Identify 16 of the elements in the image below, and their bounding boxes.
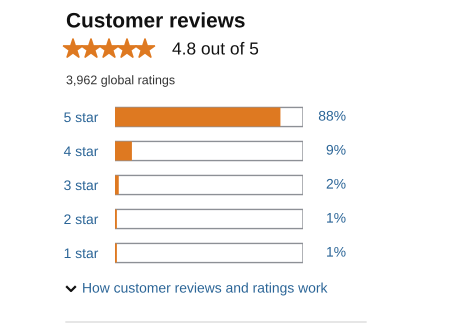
data-label: 9% [326, 144, 346, 155]
data-label: 1% [327, 212, 346, 223]
data-label: 88% [318, 110, 346, 121]
y-tick-label: 1 star [64, 248, 98, 258]
text: 3,962 global ratings [66, 75, 175, 87]
data-label: 1% [327, 246, 346, 257]
y-tick-label: 5 star [64, 112, 98, 122]
y-tick-label: 3 star [64, 180, 98, 190]
data-label: 2% [326, 178, 346, 189]
y-tick-label: 2 star [64, 214, 98, 224]
bar [115, 141, 132, 161]
chart-title: Customer reviews [66, 12, 245, 28]
bar [115, 175, 119, 195]
y-tick-label: 4 star [64, 146, 98, 156]
chart-subtitle: 4.8 out of 5 [172, 42, 258, 55]
text: How customer reviews and ratings work [83, 282, 328, 296]
